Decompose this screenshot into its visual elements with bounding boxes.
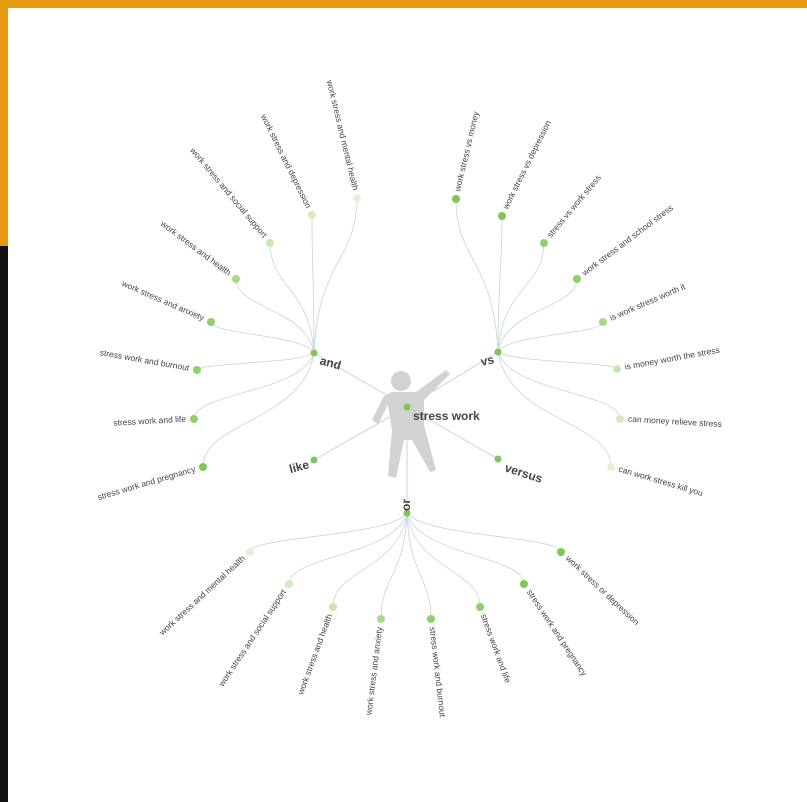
leaf-label: work stress and health: [158, 218, 233, 278]
leaf-label: work stress and social support: [216, 587, 289, 689]
leaf-link: [498, 352, 620, 419]
leaf-link: [333, 513, 407, 607]
left-border: [0, 0, 8, 246]
leaf-link: [407, 513, 480, 607]
leaf-node: [266, 239, 274, 247]
leaf-label: work stress vs money: [452, 110, 481, 194]
leaf-link: [407, 513, 524, 584]
leaf-node: [476, 603, 484, 611]
center-label: stress work: [413, 409, 480, 423]
leaf-link: [498, 279, 577, 352]
hub-node: [495, 349, 502, 356]
leaf-label: is work stress worth it: [608, 281, 687, 323]
hub-node: [311, 350, 318, 357]
leaf-label: stress work and burnout: [428, 626, 448, 718]
leaf-link: [197, 353, 314, 370]
page: {"center": {"label": "stress work"}, "br…: [0, 0, 807, 802]
diagram: work stress and mental healthwork stress…: [0, 0, 807, 802]
leaf-label: work stress and mental health: [324, 78, 360, 191]
leaf-label: stress work and life: [113, 414, 186, 428]
leaf-node: [613, 365, 621, 373]
leaf-label: stress work and pregnancy: [96, 464, 197, 502]
leaf-label: stress work and pregnancy: [525, 588, 590, 679]
leaf-node: [599, 318, 607, 326]
leaf-label: work stress and school stress: [579, 203, 675, 279]
leaf-node: [199, 463, 207, 471]
leaf-node: [452, 195, 460, 203]
leaf-link: [314, 198, 357, 353]
leaf-node: [246, 548, 254, 556]
leaf-label: work stress and mental health: [157, 553, 248, 638]
leaf-link: [407, 513, 561, 552]
leaf-node: [207, 318, 215, 326]
leaf-label: work stress or depression: [563, 553, 641, 628]
leaf-link: [203, 353, 314, 467]
hub-label: versus: [503, 461, 544, 486]
leaf-node: [308, 211, 316, 219]
leaf-node: [193, 366, 201, 374]
leaf-link: [498, 352, 617, 369]
top-border: [0, 0, 807, 8]
leaf-label: stress vs work stress: [545, 173, 603, 240]
leaf-label: stress work and burnout: [99, 347, 191, 373]
leaf-node: [285, 580, 293, 588]
leaf-label: work stress and anxiety: [363, 626, 384, 717]
leaf-node: [616, 415, 624, 423]
leaf-label: work stress and social support: [188, 145, 270, 240]
leaf-label: work stress and health: [295, 612, 334, 696]
leaf-node: [190, 415, 198, 423]
leaf-node: [329, 603, 337, 611]
leaf-label: is money worth the stress: [624, 345, 721, 372]
hub-node: [311, 457, 318, 464]
leaf-link: [498, 352, 611, 467]
center-node: [404, 404, 411, 411]
leaf-link: [236, 279, 314, 353]
leaf-node: [377, 615, 385, 623]
leaf-label: stress work and life: [479, 613, 513, 685]
hub-label: and: [318, 353, 342, 372]
left-strip: [0, 246, 8, 802]
leaf-node: [540, 239, 548, 247]
leaf-link: [250, 513, 407, 552]
leaf-node: [498, 212, 506, 220]
leaf-link: [456, 199, 498, 352]
leaf-link: [407, 513, 431, 619]
leaf-node: [607, 463, 615, 471]
leaf-label: can money relieve stress: [628, 414, 722, 429]
leaf-label: work stress and depression: [258, 112, 313, 210]
leaf-label: can work stress kill you: [617, 464, 704, 498]
leaf-link: [289, 513, 407, 584]
leaf-node: [573, 275, 581, 283]
leaf-node: [557, 548, 565, 556]
silhouette: [372, 370, 450, 478]
leaf-node: [353, 194, 361, 202]
leaf-node: [232, 275, 240, 283]
hub-label: like: [288, 457, 311, 476]
leaf-label: work stress vs depression: [500, 118, 553, 211]
leaf-label: work stress and anxiety: [120, 278, 207, 323]
leaf-link: [312, 215, 314, 353]
leaf-node: [520, 580, 528, 588]
leaf-node: [427, 615, 435, 623]
hub-label: or: [399, 499, 413, 511]
hub-node: [495, 456, 502, 463]
